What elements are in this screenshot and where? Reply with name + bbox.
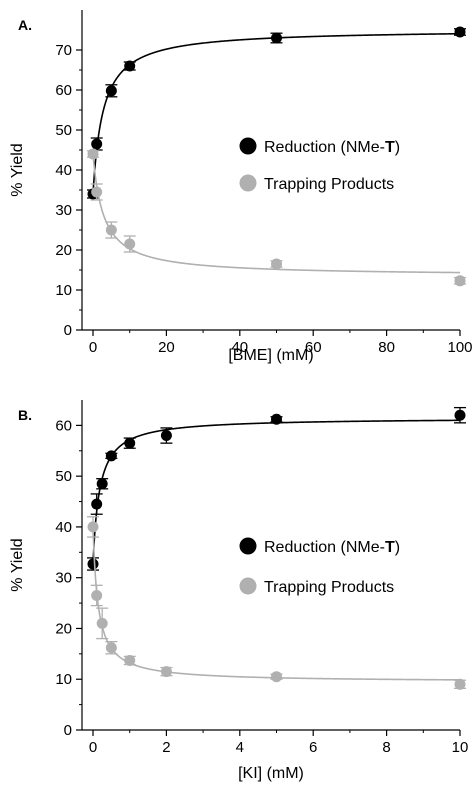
y-tick-label: 20 — [55, 242, 72, 259]
y-tick-label: 10 — [55, 282, 72, 299]
data-point — [454, 275, 466, 287]
y-tick-label: 60 — [55, 82, 72, 99]
x-tick-label: 0 — [89, 739, 97, 756]
x-tick-label: 60 — [305, 339, 322, 356]
legend-label: Reduction (NMe-T) — [264, 539, 400, 556]
x-tick-label: 6 — [309, 739, 317, 756]
y-tick-label: 20 — [55, 620, 72, 637]
data-point — [271, 258, 283, 270]
data-point — [271, 413, 283, 425]
data-point — [124, 60, 136, 72]
y-tick-label: 70 — [55, 42, 72, 59]
x-tick-label: 4 — [236, 739, 244, 756]
data-point — [87, 521, 99, 533]
y-tick-label: 50 — [55, 122, 72, 139]
data-point — [91, 589, 103, 601]
data-point — [87, 148, 99, 160]
x-tick-label: 8 — [382, 739, 390, 756]
data-point — [124, 238, 136, 250]
legend-marker — [239, 577, 257, 595]
y-axis-label: % Yield — [9, 538, 26, 591]
y-tick-label: 60 — [55, 417, 72, 434]
data-point — [271, 32, 283, 44]
data-point — [454, 26, 466, 38]
data-point — [96, 478, 108, 490]
data-point — [105, 642, 117, 654]
legend-label-part: T — [385, 139, 395, 156]
y-tick-label: 30 — [55, 202, 72, 219]
x-axis-label: [KI] (mM) — [238, 765, 304, 782]
data-point — [454, 409, 466, 421]
y-tick-label: 10 — [55, 671, 72, 688]
legend-marker — [239, 174, 257, 192]
x-tick-label: 80 — [378, 339, 395, 356]
data-point — [87, 558, 99, 570]
x-tick-label: 0 — [89, 339, 97, 356]
series-reduction: Reduction (NMe-T) — [87, 406, 466, 571]
legend-label: Trapping Products — [264, 176, 394, 193]
legend-label-part: ) — [395, 539, 400, 556]
chart-panel-a: 0 20 40 60 80 100 0 10 20 30 40 50 60 70 [BME] (mM) % Y… — [9, 10, 473, 364]
series-trapping: Trapping Products — [87, 516, 466, 690]
legend-label-part: Reduction (NMe- — [264, 139, 385, 156]
y-tick-label: 50 — [55, 468, 72, 485]
panel-label: B. — [18, 407, 32, 423]
data-point — [124, 437, 136, 449]
legend-marker — [239, 537, 257, 555]
data-point — [91, 498, 103, 510]
legend-label-part: T — [385, 539, 395, 556]
data-point — [105, 224, 117, 236]
legend-label-part: ) — [395, 139, 400, 156]
data-point — [160, 430, 172, 442]
data-point — [91, 186, 103, 198]
legend-marker — [239, 137, 257, 155]
data-point — [105, 85, 117, 97]
x-tick-label: 100 — [447, 339, 472, 356]
y-tick-label: 30 — [55, 570, 72, 587]
series-trapping: Trapping Products — [87, 148, 466, 287]
x-tick-label: 2 — [162, 739, 170, 756]
data-point — [96, 617, 108, 629]
legend-label: Trapping Products — [264, 579, 394, 596]
series-reduction: Reduction (NMe-T) — [87, 26, 466, 200]
fit-curve — [92, 153, 461, 274]
legend-label: Reduction (NMe-T) — [264, 139, 400, 156]
x-axis-label: [BME] (mM) — [228, 347, 313, 364]
chart-panel-b: 0 2 4 6 8 10 0 10 20 30 40 50 60 [KI] (mM) % Yield B. Re… — [9, 400, 468, 782]
y-axis-label: % Yield — [9, 143, 26, 196]
y-tick-label: 0 — [64, 322, 72, 339]
fit-curve — [92, 32, 461, 195]
panel-label: A. — [18, 17, 32, 33]
legend-label-part: Reduction (NMe- — [264, 539, 385, 556]
fit-curve — [92, 526, 461, 681]
x-tick-label: 20 — [158, 339, 175, 356]
x-tick-label: 10 — [452, 739, 469, 756]
y-tick-label: 0 — [64, 722, 72, 739]
data-point — [124, 654, 136, 666]
y-tick-label: 40 — [55, 162, 72, 179]
y-tick-label: 40 — [55, 519, 72, 536]
data-point — [91, 138, 103, 150]
fit-curve — [92, 419, 461, 564]
x-tick-label: 40 — [231, 339, 248, 356]
data-point — [105, 450, 117, 462]
data-point — [271, 671, 283, 683]
data-point — [160, 666, 172, 678]
data-point — [454, 678, 466, 690]
